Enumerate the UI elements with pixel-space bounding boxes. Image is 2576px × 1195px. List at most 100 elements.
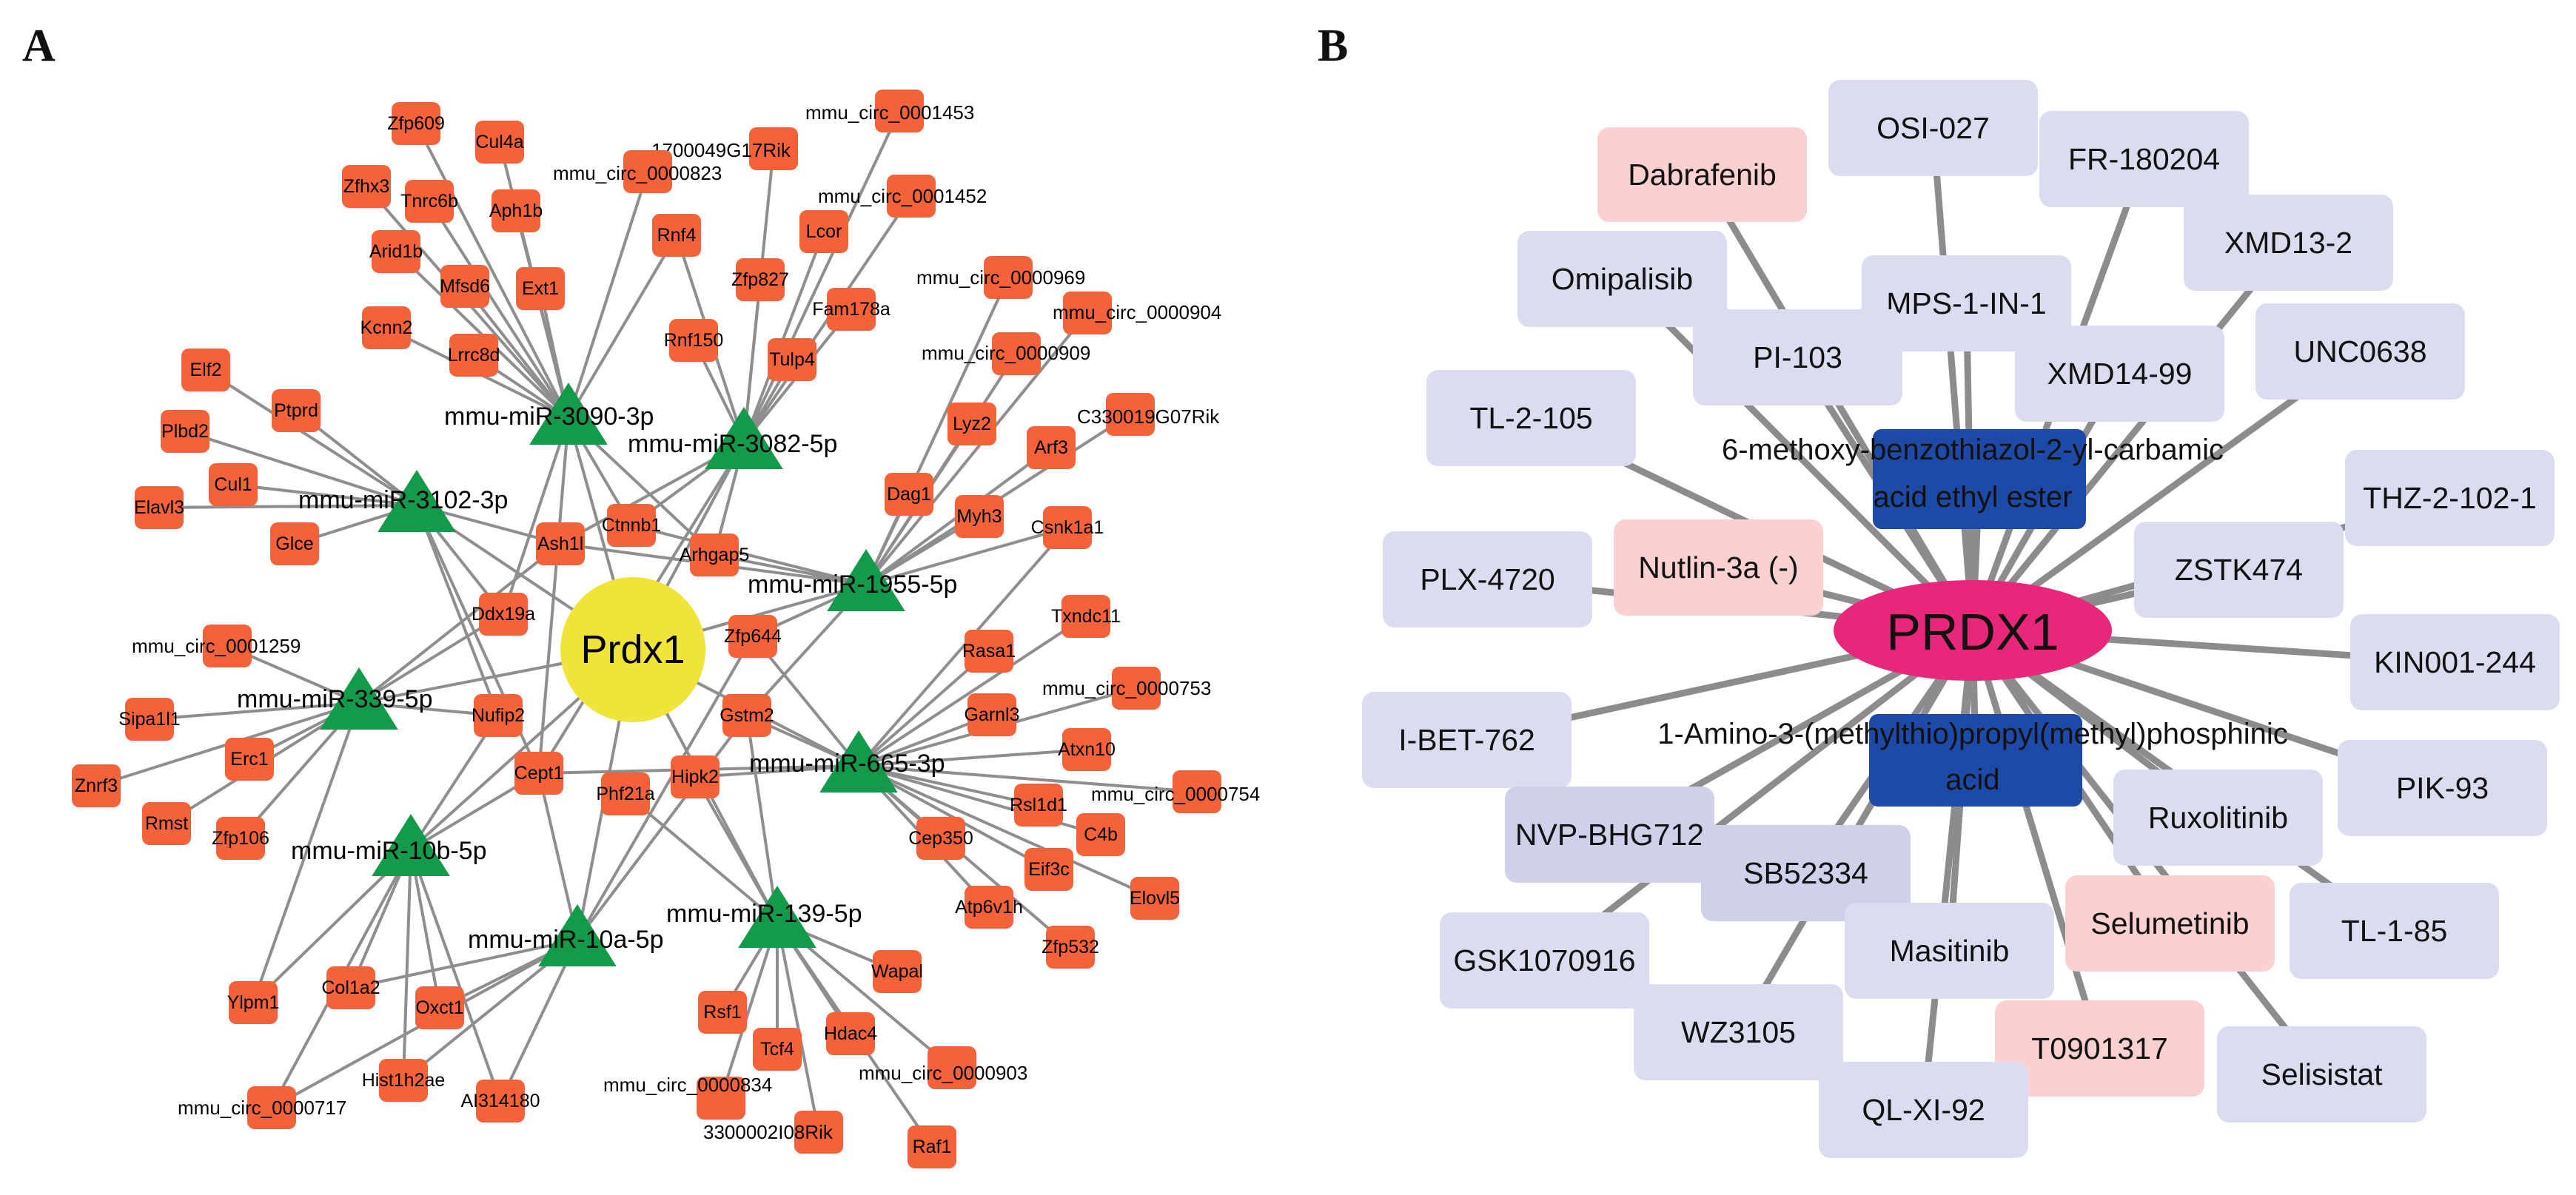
mirna-node-m3090[interactable]: mmu-miR-3090-3p bbox=[444, 383, 654, 445]
gene-node-arf3[interactable]: Arf3 bbox=[1027, 426, 1076, 469]
drug-node-kin001-244[interactable]: KIN001-244 bbox=[2350, 614, 2560, 710]
gene-node-ylpm1[interactable]: Ylpm1 bbox=[227, 981, 280, 1024]
gene-node-wapal[interactable]: Wapal bbox=[871, 950, 923, 993]
drug-node-sb52334[interactable]: SB52334 bbox=[1701, 825, 1911, 921]
drug-node-nvp-bhg712[interactable]: NVP-BHG712 bbox=[1505, 787, 1714, 883]
circ-node-mmu-circ-0000753[interactable]: mmu_circ_0000753 bbox=[1042, 667, 1211, 710]
compound-node-2[interactable]: 1-Amino-3-(methylthio)propyl(methyl)phos… bbox=[1657, 714, 2288, 807]
circ-node-mmu-circ-0000904[interactable]: mmu_circ_0000904 bbox=[1053, 292, 1221, 334]
mirna-node-m139[interactable]: mmu-miR-139-5p bbox=[666, 886, 862, 948]
gene-node-aph1b[interactable]: Aph1b bbox=[489, 189, 543, 232]
drug-node-i-bet-762[interactable]: I-BET-762 bbox=[1362, 692, 1572, 788]
gene-node-arid1b[interactable]: Arid1b bbox=[369, 230, 423, 273]
gene-node-rasa1[interactable]: Rasa1 bbox=[962, 630, 1016, 673]
drug-node-dabrafenib[interactable]: Dabrafenib bbox=[1597, 127, 1807, 222]
drug-node-thz-2-102-1[interactable]: THZ-2-102-1 bbox=[2345, 450, 2555, 546]
circ-node-mmu-circ-0000969[interactable]: mmu_circ_0000969 bbox=[916, 256, 1085, 299]
drug-node-tl-1-85[interactable]: TL-1-85 bbox=[2290, 883, 2499, 979]
gene-node-mfsd6[interactable]: Mfsd6 bbox=[440, 265, 490, 308]
gene-node-lrrc8d[interactable]: Lrrc8d bbox=[448, 334, 500, 377]
mirna-node-m665[interactable]: mmu-miR-665-3p bbox=[749, 730, 945, 792]
gene-node-zfp532[interactable]: Zfp532 bbox=[1042, 926, 1099, 969]
gene-node-atp6v1h[interactable]: Atp6v1h bbox=[955, 886, 1023, 929]
circ-node-1700049g17rik[interactable]: 1700049G17Rik bbox=[651, 127, 798, 170]
mirna-node-m10a[interactable]: mmu-miR-10a-5p bbox=[468, 904, 664, 966]
drug-node-ruxolitinib[interactable]: Ruxolitinib bbox=[2113, 770, 2323, 866]
circ-node-mmu-circ-0001453[interactable]: mmu_circ_0001453 bbox=[805, 90, 974, 132]
drug-node-plx-4720[interactable]: PLX-4720 bbox=[1383, 531, 1592, 627]
gene-node-hist1h2ae[interactable]: Hist1h2ae bbox=[362, 1059, 446, 1102]
gene-node-dag1[interactable]: Dag1 bbox=[885, 473, 933, 516]
mirna-node-m10b[interactable]: mmu-miR-10b-5p bbox=[291, 814, 487, 876]
drug-node-masitinib[interactable]: Masitinib bbox=[1845, 903, 2054, 999]
gene-node-rmst[interactable]: Rmst bbox=[142, 802, 191, 845]
prdx1-hub-node[interactable]: PRDX1 bbox=[1834, 580, 2112, 681]
drug-node-gsk1070916[interactable]: GSK1070916 bbox=[1440, 912, 1649, 1009]
gene-node-ptprd[interactable]: Ptprd bbox=[272, 389, 321, 432]
gene-node-lyz2[interactable]: Lyz2 bbox=[947, 403, 996, 445]
drug-node-tl-2-105[interactable]: TL-2-105 bbox=[1426, 370, 1636, 466]
gene-node-zfp106[interactable]: Zfp106 bbox=[212, 817, 269, 860]
circ-node-mmu-circ-0000823[interactable]: mmu_circ_0000823 bbox=[553, 150, 722, 193]
drug-node-pik-93[interactable]: PIK-93 bbox=[2338, 740, 2547, 836]
gene-node-ctnnb1[interactable]: Ctnnb1 bbox=[602, 504, 662, 547]
drug-node-ql-xi-92[interactable]: QL-XI-92 bbox=[1819, 1062, 2028, 1158]
gene-node-sipa1l1[interactable]: Sipa1l1 bbox=[118, 698, 181, 741]
drug-node-t0901317[interactable]: T0901317 bbox=[1995, 1000, 2204, 1097]
circ-node-mmu-circ-0000909[interactable]: mmu_circ_0000909 bbox=[922, 332, 1090, 375]
gene-node-rsl1d1[interactable]: Rsl1d1 bbox=[1010, 784, 1067, 827]
mirna-node-m1955[interactable]: mmu-miR-1955-5p bbox=[748, 549, 957, 611]
circ-node-c330019g07rik[interactable]: C330019G07Rik bbox=[1077, 393, 1220, 436]
gene-node-fam178a[interactable]: Fam178a bbox=[812, 288, 890, 331]
gene-node-zfp644[interactable]: Zfp644 bbox=[724, 615, 782, 658]
mirna-node-m3082[interactable]: mmu-miR-3082-5p bbox=[628, 407, 837, 469]
circ-node-3300002i08rik[interactable]: 3300002I08Rik bbox=[703, 1111, 843, 1154]
gene-node-myh3[interactable]: Myh3 bbox=[955, 495, 1004, 538]
mirna-node-m3102[interactable]: mmu-miR-3102-3p bbox=[298, 470, 508, 532]
gene-node-nufip2[interactable]: Nufip2 bbox=[472, 694, 525, 737]
gene-node-hdac4[interactable]: Hdac4 bbox=[824, 1012, 877, 1055]
circ-node-mmu-circ-0000754[interactable]: mmu_circ_0000754 bbox=[1091, 770, 1260, 813]
drug-node-omipalisib[interactable]: Omipalisib bbox=[1517, 231, 1727, 327]
circ-node-mmu-circ-0001259[interactable]: mmu_circ_0001259 bbox=[132, 625, 301, 667]
mirna-node-m339[interactable]: mmu-miR-339-5p bbox=[237, 667, 433, 730]
gene-node-cul4a[interactable]: Cul4a bbox=[475, 121, 524, 164]
circ-node-mmu-circ-0001452[interactable]: mmu_circ_0001452 bbox=[818, 175, 987, 218]
gene-node-zfp827[interactable]: Zfp827 bbox=[731, 258, 789, 301]
drug-node-mps-1-in-1[interactable]: MPS-1-IN-1 bbox=[1862, 255, 2071, 351]
drug-node-nutlin-3a[interactable]: Nutlin-3a (-) bbox=[1614, 519, 1823, 616]
gene-node-arhgap5[interactable]: Arhgap5 bbox=[680, 533, 750, 576]
circ-node-mmu-circ-0000834[interactable]: mmu_circ_0000834 bbox=[603, 1074, 772, 1120]
gene-node-znrf3[interactable]: Znrf3 bbox=[72, 764, 121, 807]
gene-node-cept1[interactable]: Cept1 bbox=[514, 752, 564, 795]
gene-node-csnk1a1[interactable]: Csnk1a1 bbox=[1031, 506, 1104, 549]
gene-node-hipk2[interactable]: Hipk2 bbox=[671, 755, 720, 798]
gene-node-rsf1[interactable]: Rsf1 bbox=[698, 991, 747, 1034]
gene-node-lcor[interactable]: Lcor bbox=[799, 210, 848, 253]
compound-node-1[interactable]: 6-methoxy-benzothiazol-2-yl-carbamic acid… bbox=[1722, 429, 2224, 529]
gene-node-tnrc6b[interactable]: Tnrc6b bbox=[400, 180, 458, 223]
prdx1-center-node[interactable]: Prdx1 bbox=[560, 577, 705, 722]
gene-node-c4b[interactable]: C4b bbox=[1076, 813, 1125, 856]
gene-node-ai314180[interactable]: AI314180 bbox=[460, 1080, 540, 1122]
gene-node-glce[interactable]: Glce bbox=[270, 522, 319, 565]
drug-node-xmd14-99[interactable]: XMD14-99 bbox=[2015, 326, 2224, 422]
gene-node-col1a2[interactable]: Col1a2 bbox=[321, 966, 380, 1009]
drug-node-selumetinib[interactable]: Selumetinib bbox=[2065, 875, 2275, 972]
drug-node-osi-027[interactable]: OSI-027 bbox=[1828, 80, 2038, 176]
gene-node-rnf150[interactable]: Rnf150 bbox=[664, 319, 724, 362]
gene-node-txndc11[interactable]: Txndc11 bbox=[1051, 595, 1121, 638]
gene-node-ddx19a[interactable]: Ddx19a bbox=[472, 593, 535, 636]
drug-node-unc0638[interactable]: UNC0638 bbox=[2255, 303, 2465, 400]
gene-node-zfp609[interactable]: Zfp609 bbox=[387, 102, 445, 145]
gene-node-raf1[interactable]: Raf1 bbox=[908, 1125, 956, 1168]
gene-node-cul1[interactable]: Cul1 bbox=[209, 463, 258, 506]
gene-node-atxn10[interactable]: Atxn10 bbox=[1058, 728, 1116, 771]
circ-node-mmu-circ-0000717[interactable]: mmu_circ_0000717 bbox=[178, 1086, 346, 1129]
gene-node-kcnn2[interactable]: Kcnn2 bbox=[360, 306, 413, 349]
drug-node-xmd13-2[interactable]: XMD13-2 bbox=[2184, 195, 2393, 291]
gene-node-zfhx3[interactable]: Zfhx3 bbox=[342, 165, 391, 208]
gene-node-garnl3[interactable]: Garnl3 bbox=[964, 693, 1020, 736]
gene-node-ash1l[interactable]: Ash1l bbox=[536, 522, 585, 565]
drug-node-wz3105[interactable]: WZ3105 bbox=[1634, 984, 1843, 1080]
